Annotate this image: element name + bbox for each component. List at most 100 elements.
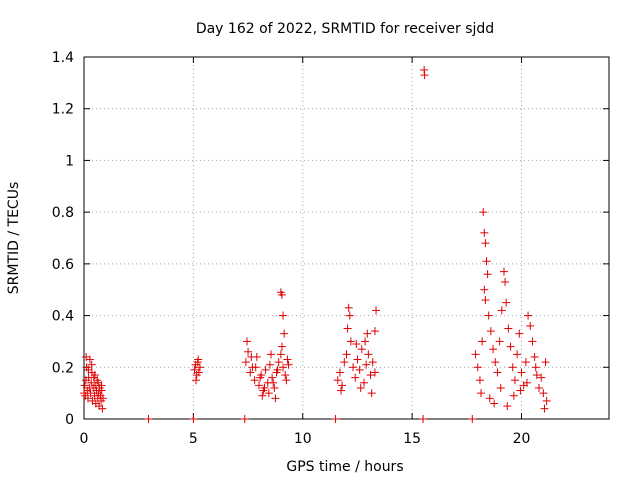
data-point bbox=[483, 270, 492, 279]
data-point bbox=[531, 363, 540, 372]
y-tick-label: 1 bbox=[65, 153, 74, 169]
data-point bbox=[510, 376, 519, 385]
data-point bbox=[506, 342, 515, 351]
data-point bbox=[251, 363, 260, 372]
data-point bbox=[367, 389, 376, 398]
data-point bbox=[484, 311, 493, 320]
data-point bbox=[255, 381, 263, 390]
data-point bbox=[524, 311, 533, 320]
data-point bbox=[539, 389, 548, 398]
data-point bbox=[265, 360, 274, 369]
data-point bbox=[258, 391, 267, 400]
data-point bbox=[503, 402, 512, 411]
data-point bbox=[241, 358, 250, 367]
data-point bbox=[80, 381, 89, 390]
data-point bbox=[281, 371, 290, 380]
data-point bbox=[337, 386, 346, 395]
data-point bbox=[90, 371, 99, 380]
data-point bbox=[351, 373, 360, 382]
plot-frame bbox=[83, 56, 610, 420]
data-point bbox=[517, 368, 526, 377]
data-point bbox=[486, 327, 495, 336]
data-point bbox=[98, 404, 107, 413]
data-point bbox=[276, 350, 285, 359]
data-point bbox=[144, 415, 153, 423]
data-point bbox=[535, 383, 543, 392]
data-point bbox=[480, 285, 489, 294]
data-point bbox=[370, 368, 379, 377]
data-point bbox=[509, 391, 518, 400]
data-point bbox=[246, 368, 255, 377]
data-point bbox=[541, 358, 550, 367]
data-point bbox=[194, 368, 203, 377]
data-point bbox=[420, 71, 429, 80]
data-point bbox=[346, 337, 355, 346]
y-tick-label: 0.6 bbox=[52, 257, 74, 273]
x-tick-label: 0 bbox=[80, 431, 89, 447]
data-point bbox=[256, 373, 265, 382]
data-point bbox=[362, 360, 371, 369]
x-tick-label: 20 bbox=[513, 431, 531, 447]
data-point bbox=[363, 329, 372, 338]
data-point bbox=[340, 358, 349, 367]
data-point bbox=[542, 396, 551, 405]
data-point bbox=[274, 358, 283, 367]
data-point bbox=[352, 340, 361, 349]
data-point bbox=[508, 363, 517, 372]
data-point bbox=[342, 350, 351, 359]
x-tick-label: 15 bbox=[403, 431, 421, 447]
x-axis-label: GPS time / hours bbox=[286, 459, 403, 475]
data-point bbox=[468, 415, 477, 423]
data-point bbox=[267, 350, 276, 359]
data-point bbox=[192, 376, 200, 385]
data-point bbox=[271, 394, 280, 403]
data-point bbox=[357, 345, 366, 354]
data-point bbox=[526, 321, 535, 330]
data-point bbox=[540, 404, 549, 413]
y-axis-label: SRMTID / TECUs bbox=[6, 182, 22, 295]
data-point bbox=[260, 383, 269, 392]
y-tick-label: 0.8 bbox=[52, 205, 74, 221]
axis-ticks bbox=[83, 56, 609, 420]
data-point bbox=[528, 337, 537, 346]
data-point bbox=[247, 352, 256, 361]
data-point bbox=[495, 337, 504, 346]
data-point bbox=[344, 303, 353, 312]
data-point bbox=[530, 352, 539, 361]
data-point bbox=[280, 329, 289, 338]
data-point bbox=[482, 257, 491, 266]
data-point bbox=[268, 373, 277, 382]
data-point bbox=[522, 378, 531, 387]
data-point bbox=[87, 360, 96, 369]
data-point bbox=[515, 329, 524, 338]
data-point bbox=[493, 368, 502, 377]
data-point bbox=[532, 371, 541, 380]
data-point bbox=[269, 378, 278, 387]
data-point bbox=[372, 306, 381, 315]
data-point bbox=[277, 342, 286, 351]
data-point bbox=[99, 394, 108, 403]
data-point bbox=[480, 228, 489, 237]
data-point bbox=[477, 389, 486, 398]
chart-title: Day 162 of 2022, SRMTID for receiver sjd… bbox=[196, 21, 494, 37]
y-tick-label: 0.4 bbox=[52, 309, 74, 325]
data-point bbox=[355, 365, 364, 374]
data-point bbox=[471, 350, 480, 359]
data-point bbox=[331, 415, 340, 423]
data-point bbox=[497, 306, 506, 315]
data-point bbox=[261, 365, 270, 374]
data-point bbox=[364, 350, 373, 359]
data-point bbox=[84, 365, 93, 374]
data-point bbox=[279, 311, 288, 320]
data-point bbox=[338, 381, 347, 390]
data-point bbox=[284, 360, 293, 369]
data-point bbox=[473, 363, 482, 372]
data-point bbox=[516, 386, 525, 395]
data-point bbox=[537, 373, 546, 382]
data-point bbox=[282, 376, 291, 385]
x-tick-label: 10 bbox=[294, 431, 312, 447]
y-tick-label: 1.4 bbox=[52, 50, 74, 66]
y-tick-label: 0.2 bbox=[52, 360, 74, 376]
data-point bbox=[277, 290, 286, 299]
